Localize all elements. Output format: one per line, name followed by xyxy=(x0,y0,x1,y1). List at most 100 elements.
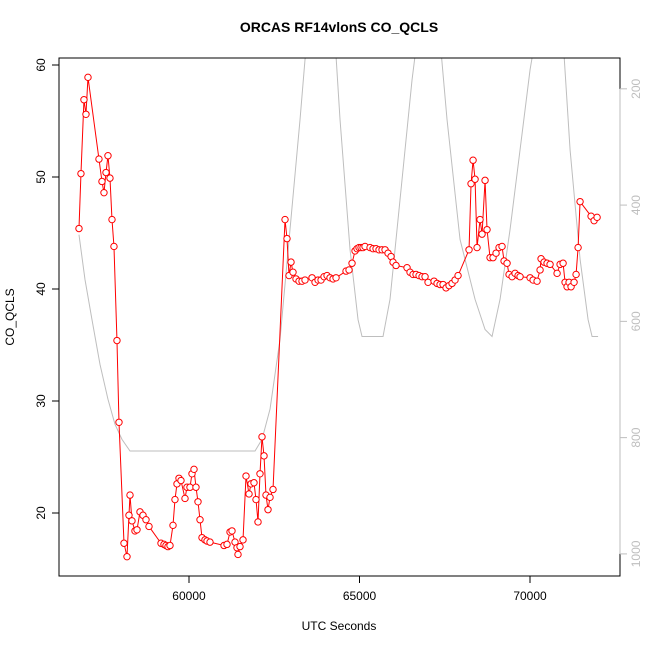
y-tick-label: 30 xyxy=(34,394,48,408)
data-point xyxy=(77,169,85,178)
y2-tick-label: 1000 xyxy=(629,540,643,567)
data-point xyxy=(503,259,511,267)
data-point xyxy=(266,493,274,502)
data-point xyxy=(223,540,231,549)
data-point xyxy=(289,268,297,276)
data-point xyxy=(242,472,250,480)
data-point xyxy=(236,542,244,551)
data-point xyxy=(465,246,473,254)
data-point xyxy=(234,550,242,559)
data-point xyxy=(228,527,236,535)
y2-tick-label: 800 xyxy=(629,427,643,447)
data-point xyxy=(245,490,253,498)
y-axis-label: CO_QCLS xyxy=(3,288,17,345)
data-point xyxy=(260,452,268,460)
data-point xyxy=(190,465,198,474)
data-point xyxy=(572,270,580,279)
y2-tick-label: 600 xyxy=(629,311,643,331)
data-point xyxy=(115,418,123,426)
data-point xyxy=(576,197,584,206)
chart-title: ORCAS RF14vlonS CO_QCLS xyxy=(240,19,438,35)
data-point xyxy=(196,516,204,524)
data-point xyxy=(177,476,185,485)
y2-tick-label: 200 xyxy=(629,78,643,98)
data-point xyxy=(128,517,136,525)
data-point xyxy=(345,266,353,274)
data-point xyxy=(75,224,83,233)
data-point xyxy=(98,177,106,186)
data-point xyxy=(492,249,500,257)
data-point xyxy=(254,518,262,526)
data-point xyxy=(84,73,92,82)
data-point xyxy=(471,175,479,183)
data-point xyxy=(481,176,489,185)
data-point xyxy=(80,96,88,104)
data-point xyxy=(478,230,486,238)
data-point xyxy=(126,491,134,499)
y2-tick-label: 400 xyxy=(629,195,643,215)
data-point xyxy=(194,498,202,506)
data-point xyxy=(454,271,462,280)
data-point xyxy=(171,495,179,504)
data-point xyxy=(250,479,258,487)
data-point xyxy=(287,258,295,266)
data-point xyxy=(516,272,524,281)
y-tick-label: 50 xyxy=(34,170,48,184)
data-point xyxy=(125,511,133,519)
data-point xyxy=(106,174,114,182)
data-point xyxy=(533,277,541,285)
data-point xyxy=(239,536,247,544)
data-point xyxy=(546,260,554,269)
data-point xyxy=(181,494,189,503)
x-tick-label: 60000 xyxy=(172,589,206,603)
data-point xyxy=(192,483,200,491)
data-point xyxy=(104,152,112,160)
data-point xyxy=(332,274,340,282)
data-point xyxy=(102,168,110,177)
data-point xyxy=(559,259,567,267)
data-point xyxy=(100,188,108,197)
data-point xyxy=(120,539,128,547)
data-point xyxy=(123,552,131,561)
data-point xyxy=(467,180,475,188)
data-point xyxy=(483,225,491,234)
data-point xyxy=(498,242,506,251)
data-point xyxy=(169,521,177,530)
data-point xyxy=(269,485,277,494)
data-point xyxy=(348,259,356,267)
data-point xyxy=(206,538,214,546)
data-point xyxy=(283,234,291,243)
data-point xyxy=(536,266,544,274)
data-point xyxy=(186,483,194,491)
data-point xyxy=(133,526,141,534)
x-tick-label: 65000 xyxy=(343,589,377,603)
data-point xyxy=(110,242,118,251)
data-point xyxy=(301,276,309,284)
y2-layer xyxy=(78,58,599,452)
data-point xyxy=(264,505,272,514)
data-point xyxy=(553,269,561,278)
data-point xyxy=(108,215,116,224)
data-point xyxy=(421,272,429,281)
data-point xyxy=(256,470,264,478)
data-point xyxy=(570,278,578,286)
y-tick-label: 20 xyxy=(34,506,48,520)
data-point xyxy=(281,215,289,224)
data-point xyxy=(145,522,153,531)
x-axis-label: UTC Seconds xyxy=(302,619,377,633)
data-point xyxy=(82,110,90,118)
data-point xyxy=(476,215,484,224)
data-point xyxy=(258,433,266,441)
data-point xyxy=(424,278,432,286)
data-point xyxy=(574,243,582,252)
y-tick-label: 60 xyxy=(34,58,48,72)
data-point xyxy=(252,495,260,504)
x-tick-label: 70000 xyxy=(513,589,547,603)
y2-line xyxy=(78,58,599,452)
data-point xyxy=(113,336,121,345)
data-point xyxy=(166,541,174,550)
data-point xyxy=(142,516,150,524)
data-point xyxy=(473,243,481,252)
data-point xyxy=(469,156,477,164)
